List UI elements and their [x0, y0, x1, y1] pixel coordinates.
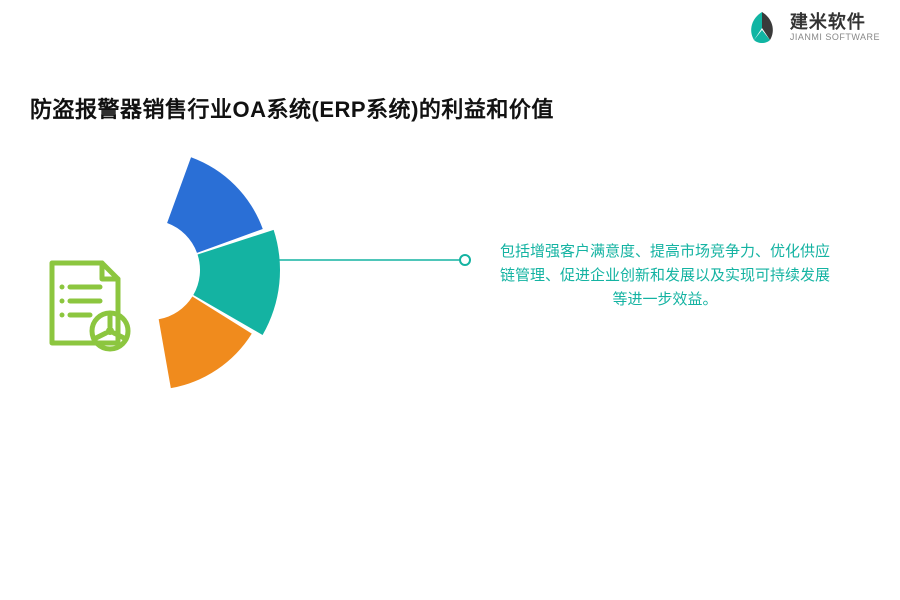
logo-name-en: JIANMI SOFTWARE [790, 33, 880, 43]
logo-mark-icon [742, 8, 782, 48]
logo-name-cn: 建米软件 [790, 13, 880, 33]
callout-endpoint-dot [459, 254, 471, 266]
document-wheel-icon [40, 255, 140, 355]
callout-text: 包括增强客户满意度、提高市场竞争力、优化供应链管理、促进企业创新和发展以及实现可… [495, 240, 835, 312]
brand-logo: 建米软件 JIANMI SOFTWARE [742, 8, 880, 48]
